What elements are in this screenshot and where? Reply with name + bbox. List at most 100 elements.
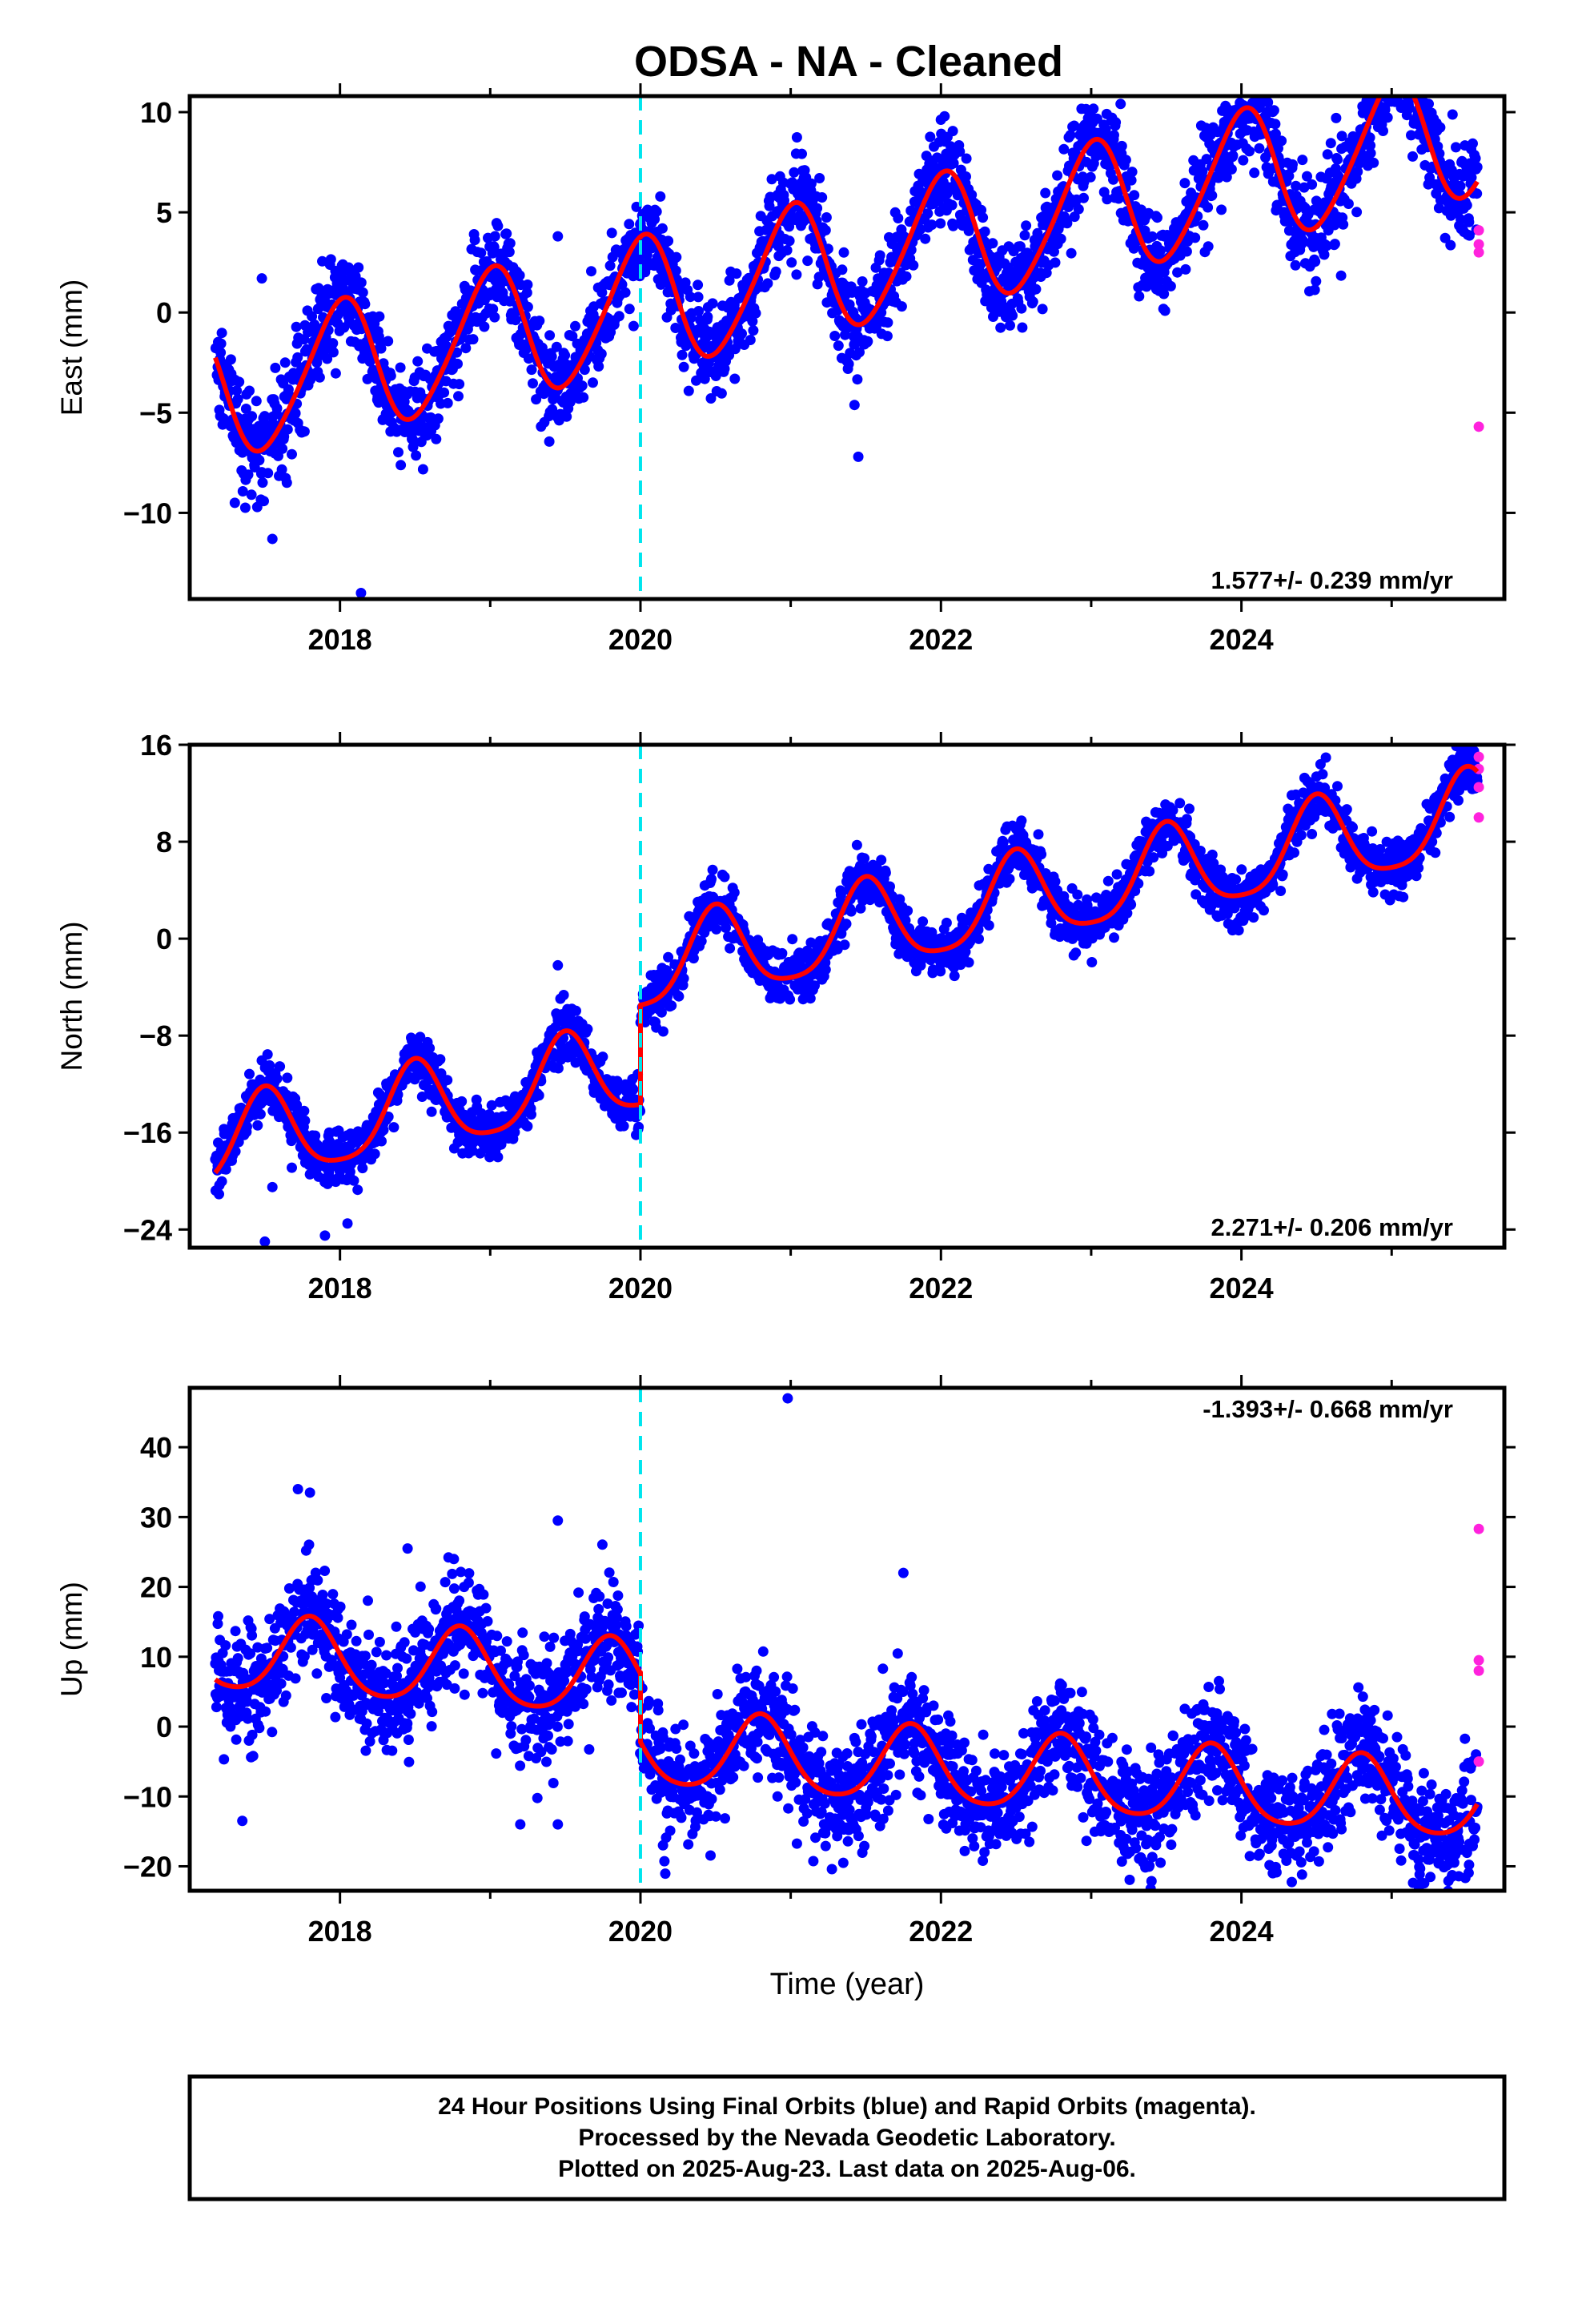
final-point (822, 243, 833, 255)
final-point (1408, 57, 1419, 67)
final-point (841, 919, 852, 930)
final-point (711, 923, 722, 935)
final-point (1004, 874, 1015, 884)
final-point (1155, 245, 1166, 256)
rapid-point (1473, 239, 1484, 250)
final-point (1445, 239, 1456, 251)
final-point (820, 225, 831, 235)
y-tick-label: 10 (140, 96, 172, 129)
final-point (633, 254, 644, 265)
final-point (255, 1108, 266, 1120)
final-outlier-point (229, 497, 240, 509)
final-point (789, 167, 800, 178)
final-point (920, 233, 931, 244)
final-point (896, 301, 907, 312)
final-point (784, 235, 795, 247)
final-point (678, 361, 689, 372)
final-point (1302, 171, 1312, 182)
final-point (764, 200, 775, 211)
final-point (1066, 247, 1077, 259)
final-point (1410, 74, 1420, 84)
final-point (396, 460, 407, 471)
final-point (946, 199, 958, 211)
final-point (1381, 75, 1391, 86)
final-point (1405, 74, 1415, 84)
final-point (388, 1122, 400, 1133)
final-point (1472, 162, 1483, 173)
final-point (624, 219, 635, 230)
x-tick-label: 2022 (909, 623, 973, 656)
final-point (1393, 67, 1403, 78)
final-point (576, 380, 588, 392)
final-point (1049, 246, 1059, 257)
final-point (1238, 155, 1249, 166)
final-point (947, 126, 958, 137)
final-point (570, 320, 580, 332)
final-point (1391, 84, 1402, 94)
final-point (1472, 188, 1483, 199)
final-point (1374, 73, 1384, 83)
final-point (777, 947, 788, 959)
final-point (1331, 112, 1342, 123)
final-point (1364, 132, 1375, 143)
final-point (243, 469, 254, 480)
final-point (375, 343, 387, 354)
final-point (1007, 310, 1018, 321)
east-rate-label: 1.577+/- 0.239 mm/yr (1211, 566, 1453, 594)
final-point (1126, 899, 1137, 911)
final-outlier-point (355, 587, 367, 598)
final-point (1383, 52, 1394, 62)
final-point (216, 328, 227, 339)
final-point (353, 262, 364, 273)
final-point (707, 864, 718, 875)
final-point (840, 329, 850, 340)
final-point (1389, 39, 1399, 50)
final-point (1243, 46, 1253, 56)
final-point (234, 376, 245, 388)
x-tick-label: 2024 (1210, 623, 1274, 656)
final-point (355, 277, 367, 288)
final-point (1395, 74, 1405, 84)
final-point (1411, 82, 1421, 93)
final-point (1240, 69, 1251, 79)
final-point (359, 299, 371, 310)
final-point (1297, 155, 1308, 166)
final-point (797, 148, 807, 159)
final-point (442, 1075, 453, 1086)
final-point (1005, 320, 1015, 331)
final-point (1144, 866, 1155, 877)
final-point (979, 226, 990, 237)
model-fit-line (213, 96, 1480, 454)
final-point (1086, 957, 1098, 967)
final-point (254, 455, 265, 466)
final-point (845, 906, 857, 917)
final-point (468, 334, 479, 345)
final-point (1184, 803, 1195, 814)
final-point (1377, 53, 1387, 63)
final-point (330, 368, 341, 379)
final-point (1126, 175, 1137, 186)
final-point (1158, 288, 1170, 300)
final-point (1470, 153, 1481, 164)
final-point (528, 378, 538, 389)
final-point (1415, 73, 1426, 83)
final-point (1248, 912, 1259, 923)
final-point (876, 854, 887, 866)
final-point (1387, 76, 1398, 86)
final-point (1396, 49, 1407, 59)
final-point (1254, 143, 1265, 154)
final-point (1291, 180, 1302, 191)
final-point (560, 350, 571, 361)
final-point (1233, 925, 1244, 936)
final-point (1228, 63, 1239, 74)
final-point (1062, 218, 1073, 229)
final-point (963, 957, 974, 968)
final-point (1464, 230, 1475, 241)
final-point (922, 208, 934, 219)
final-point (476, 1108, 487, 1119)
final-point (678, 973, 689, 984)
final-point (247, 411, 258, 422)
final-point (277, 443, 288, 454)
final-point (812, 203, 823, 214)
final-point (246, 489, 257, 501)
